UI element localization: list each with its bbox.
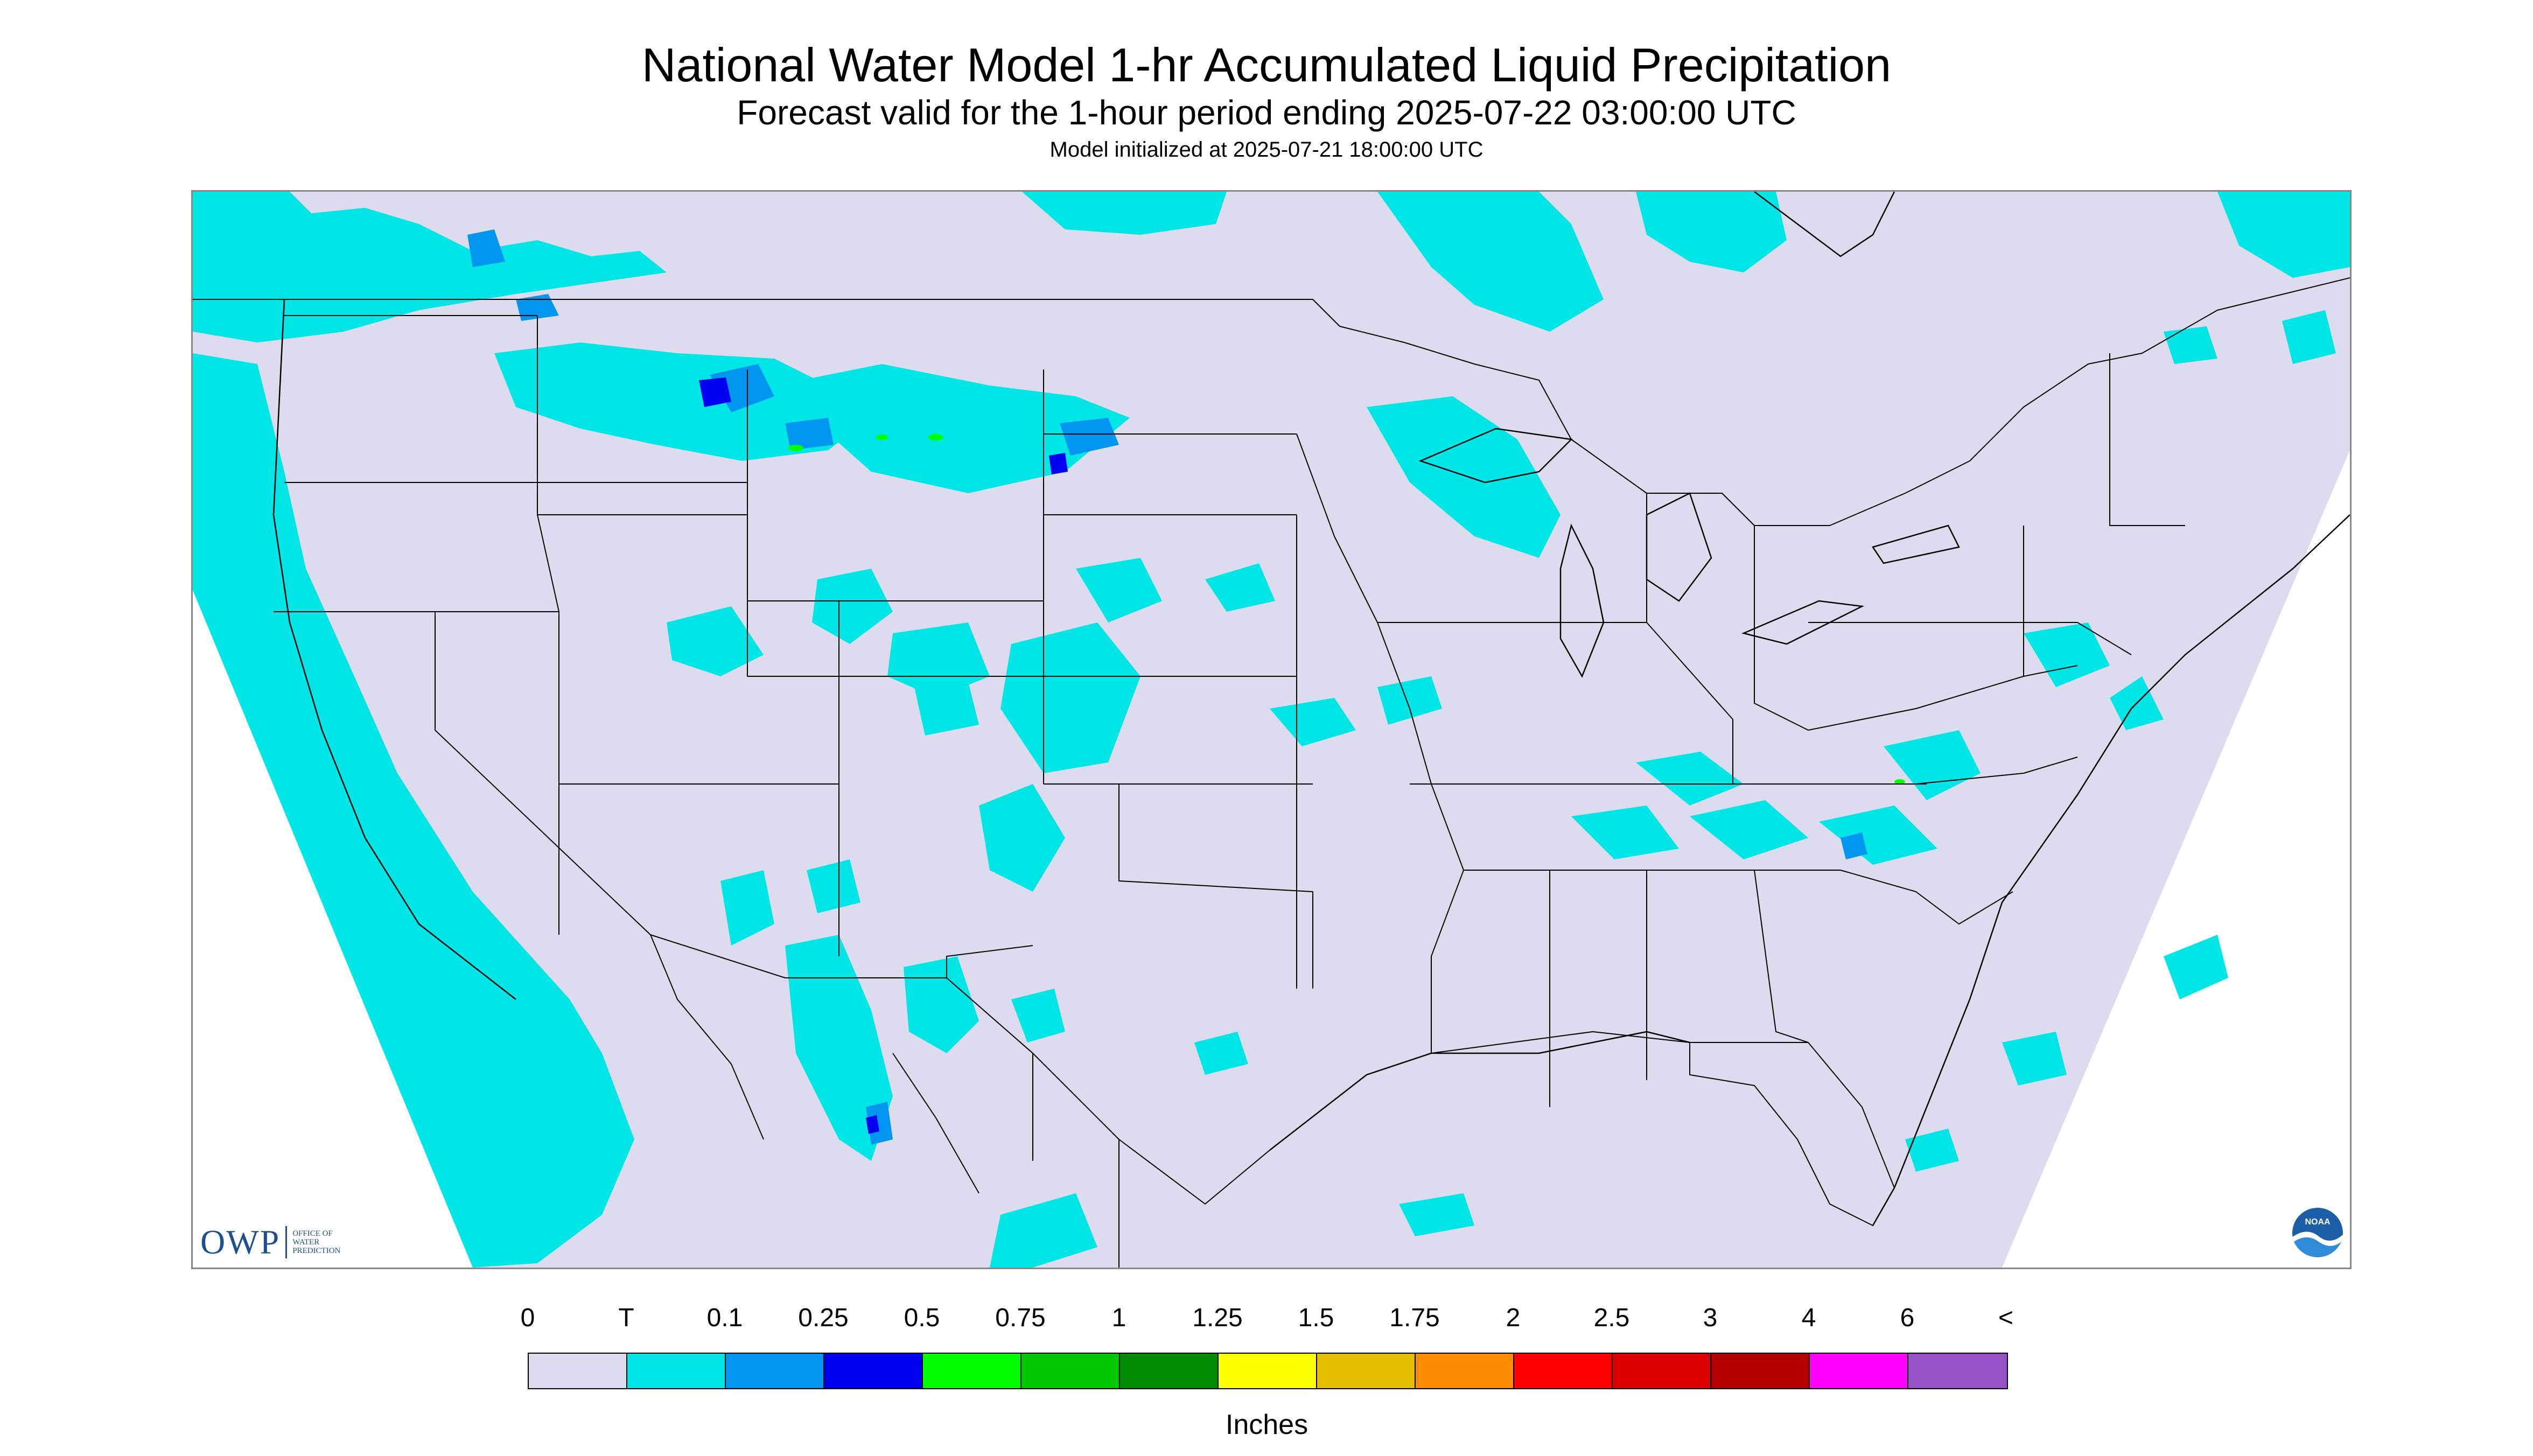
legend-tick-label: 4 bbox=[1801, 1304, 1816, 1332]
map-title: National Water Model 1-hr Accumulated Li… bbox=[641, 38, 1892, 92]
coastlines bbox=[272, 192, 2350, 1226]
owp-logo: OWP OFFICE OF WATER PREDICTION bbox=[200, 1222, 357, 1262]
noaa-logo-icon: NOAA bbox=[2291, 1207, 2344, 1260]
legend-tick-label: 6 bbox=[1900, 1304, 1915, 1332]
legend-swatch bbox=[1416, 1354, 1514, 1388]
legend-tick-label: 0.5 bbox=[904, 1304, 940, 1332]
legend-swatch bbox=[1810, 1354, 1908, 1388]
legend-swatch bbox=[1317, 1354, 1416, 1388]
precip-green-spots bbox=[788, 434, 1905, 785]
legend-tick-label: 1 bbox=[1111, 1304, 1126, 1332]
legend-tick-label: 0.1 bbox=[706, 1304, 743, 1332]
owp-logo-subtext: OFFICE OF WATER PREDICTION bbox=[292, 1229, 341, 1255]
legend-swatch bbox=[1613, 1354, 1711, 1388]
noaa-logo-text: NOAA bbox=[2305, 1217, 2331, 1227]
precip-trace-areas bbox=[193, 192, 2350, 1268]
legend-tick-label: 1.75 bbox=[1389, 1304, 1440, 1332]
model-init-line: Model initialized at 2025-07-21 18:00:00… bbox=[1049, 138, 1484, 162]
legend-swatch bbox=[1908, 1354, 2007, 1388]
legend-swatch bbox=[627, 1354, 726, 1388]
legend-units: Inches bbox=[1225, 1409, 1309, 1440]
precip-legend: 0 T 0.1 0.25 0.5 0.75 1 1.25 1.5 1.75 2 2.5 3 4 6 < Inc… bbox=[521, 1303, 2014, 1454]
legend-tick-label: 0 bbox=[520, 1304, 535, 1332]
precip-light-blue-areas bbox=[467, 229, 1867, 1145]
legend-tick-label: T bbox=[618, 1304, 634, 1332]
legend-swatch bbox=[824, 1354, 923, 1388]
legend-tick-label: 1.5 bbox=[1298, 1304, 1334, 1332]
legend-swatch bbox=[1021, 1354, 1120, 1388]
legend-tick-label: 0.25 bbox=[798, 1304, 849, 1332]
legend-swatch bbox=[529, 1354, 627, 1388]
legend-tick-label: 2.5 bbox=[1593, 1304, 1630, 1332]
legend-tick-label: 0.75 bbox=[995, 1304, 1046, 1332]
legend-swatch bbox=[726, 1354, 824, 1388]
precip-dark-blue-cores bbox=[699, 377, 1068, 1134]
legend-swatch bbox=[1120, 1354, 1219, 1388]
legend-swatch bbox=[1219, 1354, 1317, 1388]
legend-swatch bbox=[1514, 1354, 1613, 1388]
owp-logo-text: OWP bbox=[200, 1223, 281, 1261]
precipitation-map bbox=[191, 190, 2352, 1269]
legend-swatch bbox=[923, 1354, 1021, 1388]
legend-tick-label: < bbox=[1998, 1304, 2014, 1332]
legend-tick-label: 1.25 bbox=[1192, 1304, 1243, 1332]
legend-swatch bbox=[1711, 1354, 1810, 1388]
map-subtitle: Forecast valid for the 1-hour period end… bbox=[737, 93, 1796, 132]
owp-logo-divider bbox=[285, 1226, 288, 1258]
outside-domain-right bbox=[2002, 450, 2350, 1268]
legend-tick-label: 3 bbox=[1703, 1304, 1718, 1332]
legend-tick-label: 2 bbox=[1506, 1304, 1521, 1332]
legend-color-bar bbox=[528, 1353, 2008, 1389]
